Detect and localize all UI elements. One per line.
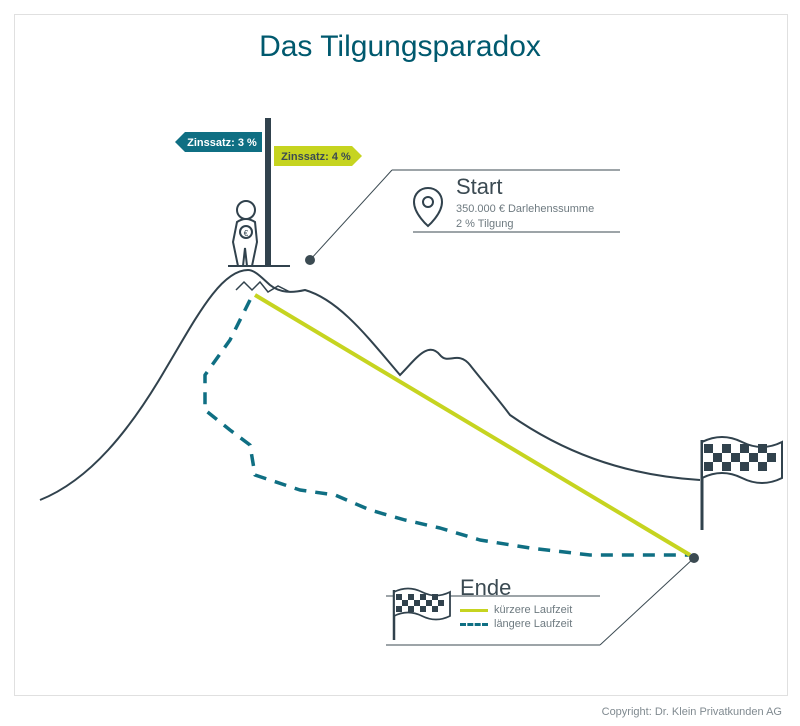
path-short bbox=[255, 295, 690, 555]
legend-long-swatch bbox=[460, 623, 488, 626]
end-heading: Ende bbox=[460, 575, 511, 601]
legend-short-label: kürzere Laufzeit bbox=[494, 604, 572, 616]
sign-right: Zinssatz: 4 % bbox=[274, 146, 362, 166]
svg-text:€: € bbox=[244, 229, 249, 238]
start-subtext: 350.000 € Darlehenssumme 2 % Tilgung bbox=[456, 202, 594, 233]
legend-short: kürzere Laufzeit bbox=[460, 604, 572, 616]
start-line1: 350.000 € Darlehenssumme bbox=[456, 202, 594, 217]
diagram-canvas: Zinssatz: 3 % Zinssatz: 4 % € bbox=[0, 0, 800, 726]
person-icon: € bbox=[233, 201, 257, 266]
flag-finish-icon bbox=[702, 437, 782, 530]
sign-left: Zinssatz: 3 % bbox=[175, 132, 262, 152]
start-heading: Start bbox=[456, 174, 502, 200]
mountain-outline bbox=[40, 270, 700, 500]
svg-text:Zinssatz: 4 %: Zinssatz: 4 % bbox=[281, 151, 351, 163]
legend-long: längere Laufzeit bbox=[460, 618, 572, 630]
pin-icon bbox=[414, 188, 442, 226]
start-line2: 2 % Tilgung bbox=[456, 217, 594, 232]
copyright-text: Copyright: Dr. Klein Privatkunden AG bbox=[602, 706, 782, 718]
flag-end-icon bbox=[394, 589, 450, 641]
legend: kürzere Laufzeit längere Laufzeit bbox=[460, 604, 572, 632]
legend-long-label: längere Laufzeit bbox=[494, 618, 572, 630]
svg-text:Zinssatz: 3 %: Zinssatz: 3 % bbox=[187, 137, 257, 149]
signpost: Zinssatz: 3 % Zinssatz: 4 % bbox=[175, 118, 362, 266]
path-long bbox=[205, 300, 690, 555]
legend-short-swatch bbox=[460, 609, 488, 612]
